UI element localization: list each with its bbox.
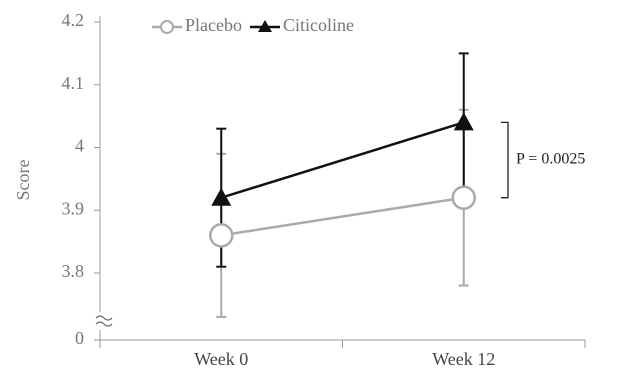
y-tick-label: 4.1 — [62, 73, 85, 93]
legend-label: Placebo — [185, 15, 242, 35]
legend-marker — [257, 20, 272, 32]
y-tick-label: 0 — [75, 328, 84, 348]
x-tick-label: Week 12 — [432, 349, 495, 369]
legend-marker — [160, 20, 174, 34]
point — [209, 223, 234, 248]
point — [451, 185, 476, 210]
y-tick-label: 4 — [75, 136, 84, 156]
y-tick-label: 3.8 — [62, 261, 85, 281]
point — [453, 112, 474, 131]
y-axis-label: Score — [13, 159, 33, 200]
x-tick-label: Week 0 — [194, 349, 248, 369]
series-line — [220, 121, 465, 199]
point — [211, 187, 232, 206]
y-tick-label: 3.9 — [62, 198, 85, 218]
annotation: P = 0.0025 — [516, 151, 585, 168]
legend-label: Citicoline — [283, 15, 354, 35]
bracket — [501, 121, 509, 199]
series-line — [221, 196, 464, 237]
y-tick-label: 4.2 — [62, 10, 85, 30]
axis-break — [95, 315, 113, 327]
